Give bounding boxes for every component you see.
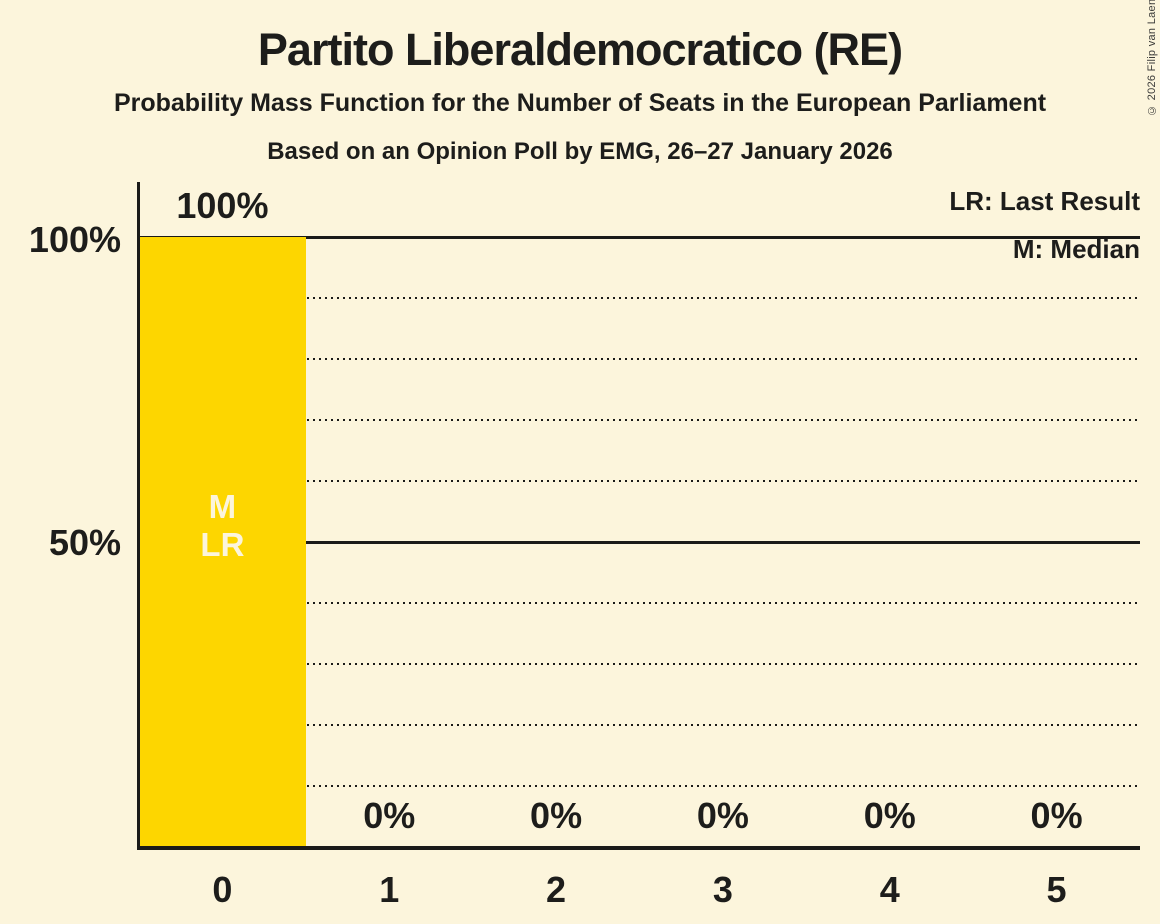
gridline-dotted-60 <box>139 480 1140 482</box>
y-tick-label-50: 50% <box>48 522 121 563</box>
bar-value-label-0: 100% <box>176 185 269 226</box>
bar-value-label-4: 0% <box>863 795 916 836</box>
bar-annotation: M LR <box>139 488 306 564</box>
x-tick-label-3: 3 <box>712 869 733 910</box>
gridline-solid-50 <box>139 540 1140 544</box>
bar-value-label-1: 0% <box>363 795 416 836</box>
gridline-dotted-40 <box>139 602 1140 604</box>
bar-value-label-2: 0% <box>530 795 583 836</box>
x-tick-label-1: 1 <box>379 869 400 910</box>
x-tick-label-4: 4 <box>879 869 900 910</box>
x-tick-label-0: 0 <box>212 869 233 910</box>
legend-median: M: Median <box>1012 234 1140 264</box>
median-marker: M <box>208 488 237 525</box>
legend-last-result: LR: Last Result <box>949 186 1140 216</box>
gridline-dotted-70 <box>139 419 1140 421</box>
chart-subtitle: Probability Mass Function for the Number… <box>113 89 1047 117</box>
gridline-dotted-30 <box>139 663 1140 665</box>
page-title: Partito Liberaldemocratico (RE) <box>257 24 903 75</box>
bar-value-label-5: 0% <box>1030 795 1083 836</box>
poll-source-line: Based on an Opinion Poll by EMG, 26–27 J… <box>267 138 893 165</box>
gridline-dotted-90 <box>139 297 1140 299</box>
copyright-notice: © 2026 Filip van Laenen <box>1146 0 1158 116</box>
y-tick-label-100: 100% <box>28 219 121 260</box>
gridline-dotted-20 <box>139 724 1140 726</box>
x-tick-label-2: 2 <box>546 869 567 910</box>
bar-value-label-3: 0% <box>696 795 749 836</box>
probability-bar-0 <box>139 237 306 847</box>
plot-area: 100% 0 0% 1 0% 2 0% 3 0% 4 0% 5 M LR <box>139 187 1140 908</box>
y-axis-line <box>137 182 140 850</box>
x-axis-line <box>137 846 1140 850</box>
gridline-dotted-10 <box>139 785 1140 787</box>
last-result-marker: LR <box>200 526 245 563</box>
gridline-solid-100 <box>139 235 1140 239</box>
x-tick-label-5: 5 <box>1046 869 1067 910</box>
gridline-dotted-80 <box>139 358 1140 360</box>
